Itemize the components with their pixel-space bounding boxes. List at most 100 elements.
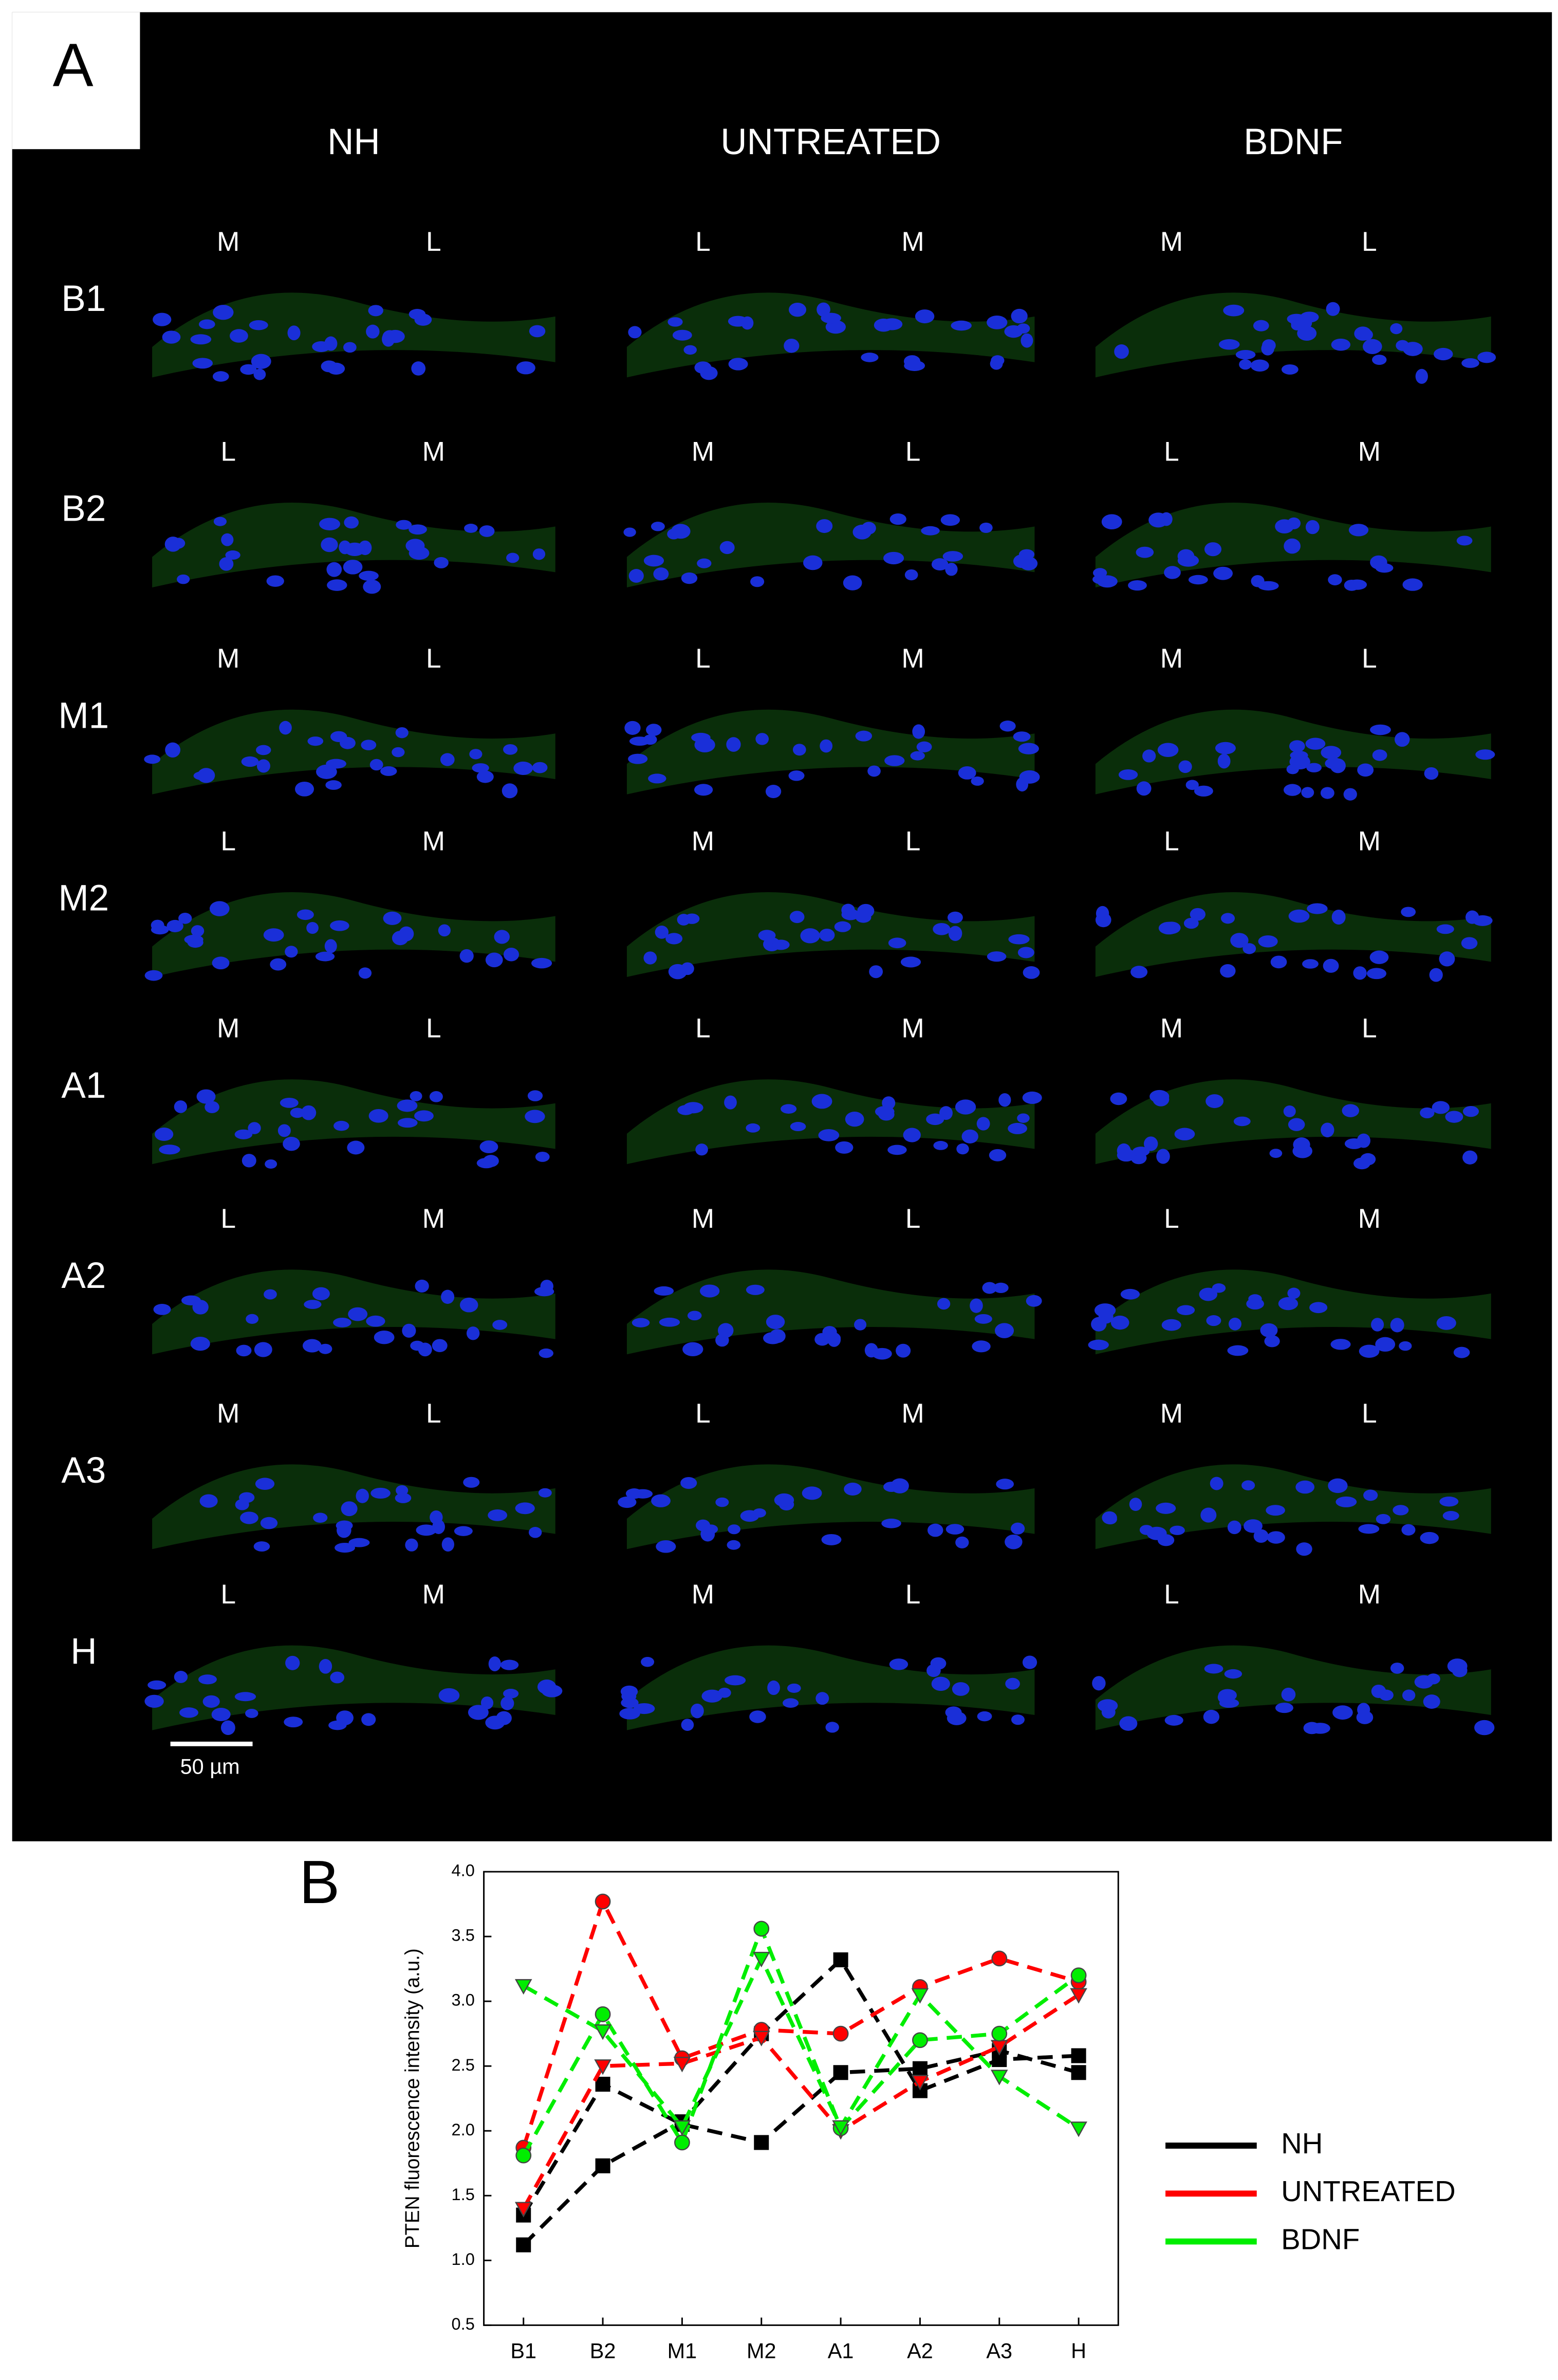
nucleus — [1228, 1317, 1241, 1331]
nucleus — [1403, 342, 1423, 356]
nucleus — [939, 1106, 953, 1120]
nucleus — [1415, 368, 1428, 384]
nucleus — [363, 579, 381, 594]
nucleus — [392, 931, 409, 946]
nucleus — [528, 1527, 542, 1538]
nucleus — [225, 550, 240, 560]
nucleus — [265, 1159, 277, 1169]
nucleus — [788, 770, 805, 781]
nucleus — [488, 1656, 501, 1671]
region-label: M — [217, 227, 239, 257]
nucleus — [1394, 732, 1410, 747]
nucleus — [503, 947, 520, 962]
nucleus — [1212, 1283, 1226, 1293]
legend-label: NH — [1281, 2127, 1323, 2160]
nucleus — [1233, 1116, 1251, 1127]
nucleus — [887, 1145, 907, 1155]
nucleus — [459, 949, 474, 963]
nucleus — [441, 1289, 455, 1304]
nucleus — [1026, 1295, 1042, 1307]
nucleus — [625, 1488, 643, 1499]
nucleus — [1326, 302, 1340, 316]
nucleus — [177, 574, 190, 584]
nucleus — [330, 731, 347, 742]
marker — [832, 2120, 849, 2136]
nucleus — [1227, 1345, 1249, 1356]
y-tick-label: 1.0 — [452, 2250, 475, 2268]
nucleus — [500, 1659, 519, 1670]
nucleus — [366, 1315, 385, 1327]
nucleus — [240, 364, 257, 375]
nucleus — [926, 1664, 941, 1677]
nucleus — [1420, 1532, 1439, 1544]
nucleus — [1420, 1107, 1435, 1118]
nucleus — [811, 1094, 832, 1109]
nucleus — [1119, 1716, 1138, 1731]
nucleus — [948, 926, 962, 942]
nucleus — [989, 1149, 1007, 1161]
nucleus — [1250, 359, 1269, 372]
tissue-green — [626, 292, 1035, 378]
nucleus — [506, 552, 520, 563]
nucleus — [429, 1091, 443, 1102]
nucleus — [1246, 1298, 1264, 1310]
region-label: M — [422, 1204, 445, 1234]
nucleus — [717, 1323, 734, 1338]
nucleus — [889, 1658, 908, 1670]
nucleus — [327, 362, 345, 375]
nucleus — [234, 1129, 253, 1139]
nucleus — [1239, 359, 1252, 370]
region-label: L — [1362, 1013, 1377, 1044]
nucleus — [1215, 742, 1236, 754]
marker — [833, 1952, 848, 1967]
row-label: B1 — [61, 279, 106, 319]
nucleus — [178, 913, 192, 924]
region-label: L — [1164, 436, 1179, 467]
region-label: M — [692, 436, 714, 467]
nucleus — [1170, 1525, 1185, 1535]
nucleus — [1325, 758, 1344, 769]
nucleus — [1203, 1709, 1220, 1724]
nucleus — [434, 557, 449, 568]
nucleus — [414, 313, 432, 326]
nucleus — [1475, 749, 1495, 760]
nucleus — [1022, 1091, 1042, 1104]
region-label: M — [1358, 826, 1381, 856]
nucleus — [942, 551, 963, 562]
nucleus — [896, 1343, 911, 1358]
nucleus — [618, 1496, 637, 1508]
nucleus — [857, 903, 875, 918]
nucleus — [1474, 1720, 1495, 1736]
y-tick-label: 3.0 — [452, 1991, 475, 2009]
nucleus — [1284, 784, 1302, 796]
nucleus — [945, 1524, 965, 1535]
nucleus — [933, 1141, 948, 1150]
nucleus — [328, 1720, 347, 1730]
region-label: M — [901, 643, 924, 674]
nucleus — [343, 560, 363, 575]
nucleus — [1320, 787, 1334, 799]
nucleus — [1269, 1149, 1283, 1158]
nucleus — [767, 1680, 780, 1695]
nucleus — [972, 1340, 991, 1353]
nucleus — [294, 781, 314, 797]
nucleus — [1088, 1339, 1109, 1351]
nucleus — [1178, 760, 1192, 773]
nucleus — [724, 1095, 737, 1110]
nucleus — [1402, 578, 1423, 591]
region-label: L — [905, 1204, 921, 1234]
nucleus — [164, 537, 181, 552]
nucleus — [1295, 1480, 1315, 1494]
nucleus — [1323, 958, 1339, 973]
nucleus — [1375, 563, 1394, 573]
nucleus — [690, 1703, 704, 1719]
nucleus — [628, 753, 648, 764]
nucleus — [503, 744, 518, 755]
nucleus — [889, 513, 906, 525]
nucleus — [196, 1089, 216, 1104]
nucleus — [184, 934, 203, 945]
nucleus — [703, 1524, 718, 1534]
nucleus — [235, 1499, 249, 1510]
nucleus — [326, 562, 342, 577]
nucleus — [1281, 1687, 1296, 1702]
